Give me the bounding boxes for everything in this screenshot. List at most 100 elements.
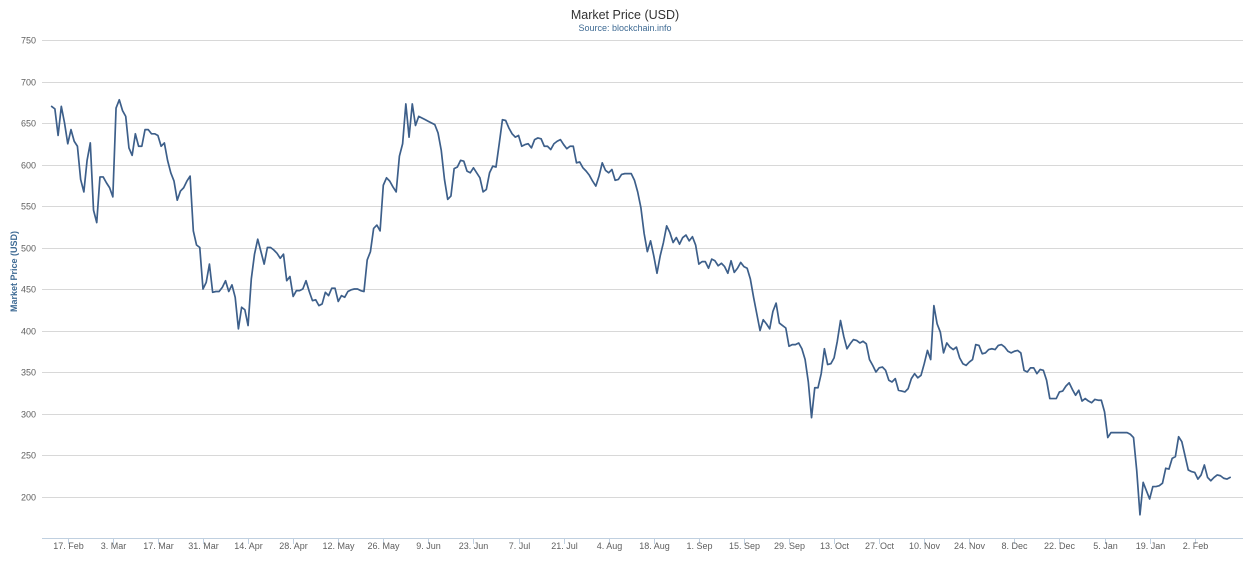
gridlines [42, 40, 1243, 498]
data-point [718, 265, 719, 266]
data-point [660, 255, 661, 256]
data-point [1127, 432, 1128, 433]
data-point [1043, 370, 1044, 371]
data-point [914, 373, 915, 374]
data-point [145, 129, 146, 130]
data-point [335, 288, 336, 289]
data-point [837, 341, 838, 342]
data-point [753, 297, 754, 298]
data-point [853, 339, 854, 340]
data-point [550, 149, 551, 150]
x-tick-label: 23. Jun [459, 541, 489, 551]
data-point [273, 249, 274, 250]
data-point [859, 342, 860, 343]
data-point [125, 116, 126, 117]
data-point [1059, 391, 1060, 392]
data-point [1091, 402, 1092, 403]
series-line [50, 98, 1231, 516]
data-point [666, 225, 667, 226]
data-point [244, 309, 245, 310]
y-tick-label: 450 [21, 285, 36, 295]
x-tick-label: 2. Feb [1183, 541, 1209, 551]
data-point [618, 179, 619, 180]
data-point [663, 242, 664, 243]
data-point [135, 133, 136, 134]
data-point [431, 123, 432, 124]
data-point [183, 187, 184, 188]
data-point [409, 137, 410, 138]
data-point [132, 155, 133, 156]
data-point [988, 349, 989, 350]
data-point [978, 345, 979, 346]
data-point [521, 146, 522, 147]
data-point [930, 359, 931, 360]
data-point [318, 305, 319, 306]
data-point [248, 325, 249, 326]
data-point [496, 166, 497, 167]
data-point [846, 348, 847, 349]
x-tick-label: 13. Oct [820, 541, 850, 551]
data-point [734, 272, 735, 273]
data-point [425, 119, 426, 120]
data-point [58, 135, 59, 136]
data-point [280, 258, 281, 259]
data-point [180, 191, 181, 192]
data-point [1078, 390, 1079, 391]
data-point [119, 99, 120, 100]
data-point [808, 381, 809, 382]
data-point [90, 142, 91, 143]
data-point [1014, 351, 1015, 352]
chart-subtitle: Source: blockchain.info [578, 23, 672, 33]
data-point [695, 245, 696, 246]
data-point [1201, 474, 1202, 475]
data-point [879, 367, 880, 368]
data-point [756, 313, 757, 314]
data-point [386, 177, 387, 178]
data-point [251, 279, 252, 280]
data-point [1017, 350, 1018, 351]
data-point [631, 173, 632, 174]
data-point [933, 305, 934, 306]
data-point [1062, 391, 1063, 392]
data-point [93, 210, 94, 211]
y-tick-label: 500 [21, 244, 36, 254]
data-point [647, 251, 648, 252]
data-point [1114, 432, 1115, 433]
data-point [795, 344, 796, 345]
data-point [1172, 458, 1173, 459]
data-point [1210, 480, 1211, 481]
data-point [167, 160, 168, 161]
data-point [109, 187, 110, 188]
data-point [302, 289, 303, 290]
data-point [943, 352, 944, 353]
data-point [512, 133, 513, 134]
data-point [582, 167, 583, 168]
data-point [1207, 477, 1208, 478]
data-point [270, 247, 271, 248]
x-tick-label: 26. May [367, 541, 400, 551]
data-point [911, 378, 912, 379]
data-point [579, 162, 580, 163]
y-tick-label: 700 [21, 78, 36, 88]
data-point [528, 143, 529, 144]
data-point [174, 181, 175, 182]
data-point [628, 173, 629, 174]
data-point [524, 144, 525, 145]
data-point [315, 299, 316, 300]
data-point [1230, 477, 1231, 478]
x-tick-label: 12. May [322, 541, 355, 551]
y-tick-label: 400 [21, 327, 36, 337]
x-tick-label: 27. Oct [865, 541, 895, 551]
data-point [405, 103, 406, 104]
data-point [615, 180, 616, 181]
data-point [975, 344, 976, 345]
data-point [1065, 386, 1066, 387]
data-point [685, 235, 686, 236]
data-point [991, 348, 992, 349]
data-point [698, 264, 699, 265]
data-point [824, 348, 825, 349]
data-point [570, 146, 571, 147]
data-point [128, 147, 129, 148]
data-point [267, 247, 268, 248]
data-point [328, 295, 329, 296]
